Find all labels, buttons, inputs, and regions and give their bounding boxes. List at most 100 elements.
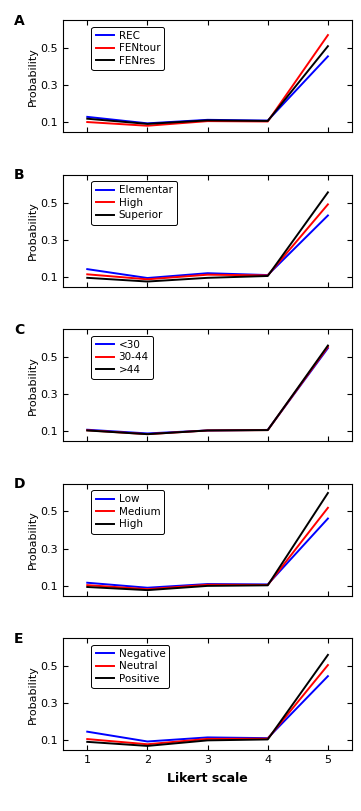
Text: C: C (14, 323, 24, 337)
Line: Superior: Superior (87, 192, 328, 281)
Medium (326, 503, 330, 513)
>44 (205, 426, 210, 436)
Low (326, 513, 330, 523)
Low (205, 579, 210, 589)
<30 (145, 428, 149, 438)
FENtour (85, 117, 90, 127)
FENres (205, 115, 210, 125)
Line: 30-44: 30-44 (87, 347, 328, 434)
>44 (326, 341, 330, 350)
Low (266, 580, 270, 590)
Negative (145, 736, 149, 746)
Line: FENres: FENres (87, 46, 328, 124)
X-axis label: Likert scale: Likert scale (167, 772, 248, 785)
30-44 (145, 429, 149, 439)
FENres (85, 114, 90, 123)
Superior (85, 273, 90, 283)
Negative (85, 727, 90, 736)
Neutral (85, 734, 90, 744)
Line: Low: Low (87, 518, 328, 588)
REC (145, 118, 149, 128)
FENres (145, 119, 149, 129)
<30 (205, 426, 210, 436)
Line: Negative: Negative (87, 676, 328, 741)
Low (85, 578, 90, 588)
Line: >44: >44 (87, 345, 328, 434)
Negative (205, 732, 210, 742)
Superior (266, 271, 270, 281)
30-44 (85, 426, 90, 436)
Positive (85, 737, 90, 747)
Elementar (326, 211, 330, 221)
30-44 (266, 425, 270, 435)
Neutral (205, 734, 210, 744)
Positive (266, 735, 270, 744)
High (85, 269, 90, 279)
Line: Positive: Positive (87, 654, 328, 746)
Medium (205, 580, 210, 590)
High (266, 581, 270, 590)
Negative (266, 733, 270, 743)
High (145, 274, 149, 284)
Superior (326, 187, 330, 197)
Medium (85, 581, 90, 590)
Elementar (145, 273, 149, 283)
30-44 (205, 426, 210, 436)
Positive (205, 736, 210, 745)
Legend: Low, Medium, High: Low, Medium, High (91, 490, 164, 534)
Neutral (326, 660, 330, 670)
<30 (326, 343, 330, 353)
High (85, 582, 90, 592)
Positive (326, 650, 330, 659)
REC (266, 116, 270, 126)
FENtour (145, 121, 149, 131)
Negative (326, 672, 330, 681)
Line: High: High (87, 493, 328, 590)
Legend: REC, FENtour, FENres: REC, FENtour, FENres (91, 27, 164, 70)
Elementar (205, 268, 210, 278)
Y-axis label: Probability: Probability (28, 665, 38, 723)
Medium (266, 580, 270, 590)
REC (326, 51, 330, 61)
REC (205, 115, 210, 125)
Line: Medium: Medium (87, 508, 328, 590)
Line: High: High (87, 204, 328, 279)
Legend: Elementar, High, Superior: Elementar, High, Superior (91, 181, 177, 225)
30-44 (326, 342, 330, 352)
>44 (266, 425, 270, 435)
FENres (326, 41, 330, 51)
High (205, 270, 210, 280)
Line: Neutral: Neutral (87, 665, 328, 744)
Superior (205, 273, 210, 283)
High (266, 271, 270, 281)
Text: E: E (14, 632, 23, 646)
Legend: <30, 30-44, >44: <30, 30-44, >44 (91, 336, 153, 379)
Line: <30: <30 (87, 348, 328, 433)
Superior (145, 277, 149, 286)
Y-axis label: Probability: Probability (28, 201, 38, 260)
Line: REC: REC (87, 56, 328, 123)
<30 (266, 425, 270, 435)
Elementar (266, 270, 270, 280)
Y-axis label: Probability: Probability (28, 47, 38, 105)
>44 (145, 429, 149, 439)
Low (145, 583, 149, 593)
High (326, 488, 330, 498)
Text: A: A (14, 14, 25, 28)
High (326, 200, 330, 209)
FENtour (326, 30, 330, 40)
Text: D: D (14, 477, 26, 491)
High (145, 586, 149, 595)
Positive (145, 741, 149, 751)
REC (85, 112, 90, 122)
Line: FENtour: FENtour (87, 35, 328, 126)
FENres (266, 116, 270, 126)
Y-axis label: Probability: Probability (28, 356, 38, 414)
High (205, 581, 210, 590)
Text: B: B (14, 168, 25, 182)
Elementar (85, 264, 90, 274)
Neutral (145, 740, 149, 749)
Line: Elementar: Elementar (87, 216, 328, 278)
>44 (85, 426, 90, 436)
Legend: Negative, Neutral, Positive: Negative, Neutral, Positive (91, 645, 169, 688)
